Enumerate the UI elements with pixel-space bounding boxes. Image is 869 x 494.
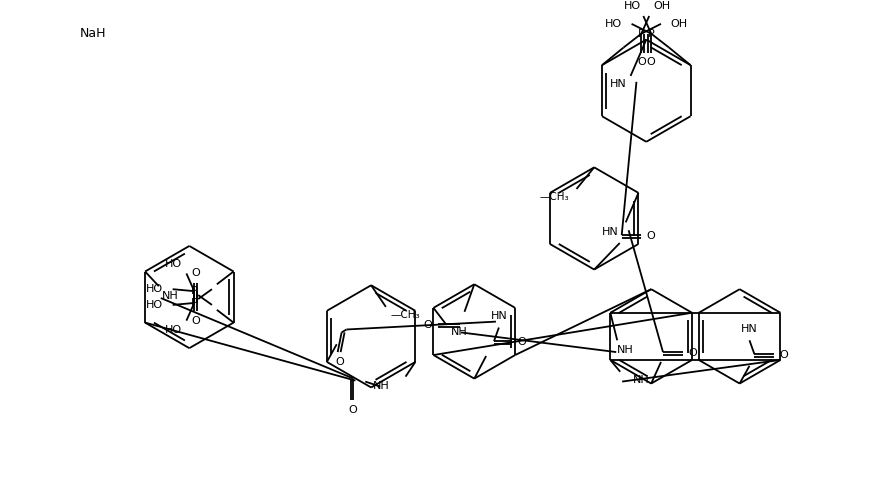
Text: P: P [647, 29, 653, 39]
Text: HO: HO [624, 1, 640, 11]
Text: O: O [190, 268, 199, 279]
Text: P: P [637, 29, 644, 39]
Text: NaH: NaH [80, 27, 106, 41]
Text: NH: NH [633, 374, 649, 385]
Text: HO: HO [145, 300, 163, 310]
Text: P: P [190, 298, 197, 308]
Text: O: O [335, 357, 343, 367]
Text: OH: OH [670, 19, 687, 29]
Text: NH: NH [162, 291, 179, 301]
Text: O: O [687, 348, 696, 358]
Text: NH: NH [373, 381, 389, 391]
Text: O: O [779, 350, 787, 360]
Text: NH: NH [616, 345, 633, 355]
Text: O: O [423, 320, 432, 329]
Text: OH: OH [653, 1, 669, 11]
Text: O: O [348, 405, 356, 415]
Text: HN: HN [740, 324, 757, 333]
Text: O: O [190, 316, 199, 326]
Text: HN: HN [601, 227, 618, 237]
Text: O: O [647, 57, 655, 67]
Text: HO: HO [165, 326, 182, 335]
Text: —CH₃: —CH₃ [539, 192, 568, 202]
Text: P: P [190, 286, 197, 296]
Text: HO: HO [145, 284, 163, 294]
Text: O: O [636, 57, 645, 67]
Text: O: O [646, 231, 655, 241]
Text: NH: NH [450, 328, 467, 337]
Text: HN: HN [490, 311, 507, 321]
Text: O: O [516, 337, 525, 347]
Text: HO: HO [165, 259, 182, 269]
Text: HN: HN [609, 79, 626, 89]
Text: HO: HO [604, 19, 621, 29]
Text: —CH₃: —CH₃ [390, 310, 420, 320]
